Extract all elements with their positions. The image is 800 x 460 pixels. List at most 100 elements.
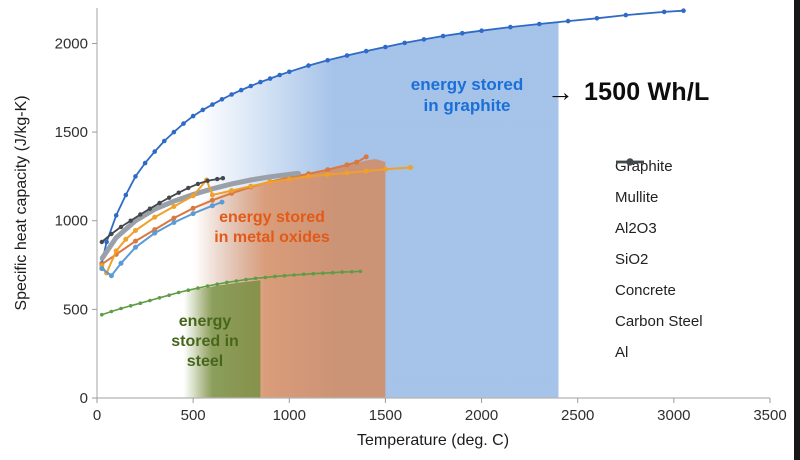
series-marker-concrete: [99, 266, 105, 272]
series-marker-carbon-steel: [282, 273, 287, 278]
legend-item-al2o3[interactable]: Al2O3: [615, 158, 703, 239]
series-marker-concrete: [209, 203, 215, 209]
series-marker-graphite: [537, 21, 542, 27]
series-marker-graphite: [623, 12, 629, 18]
series-marker-graphite: [238, 87, 244, 93]
series-marker-mullite: [344, 162, 350, 168]
series-marker-carbon-steel: [215, 282, 219, 287]
x-tick-label: 1000: [273, 407, 306, 424]
series-line-graphite: [100, 9, 684, 264]
series-marker-graphite: [162, 138, 167, 144]
series-marker-mullite: [209, 197, 215, 203]
series-marker-carbon-steel: [100, 312, 104, 317]
series-marker-sio2: [325, 172, 331, 178]
legend-label: Carbon Steel: [615, 312, 703, 330]
series-marker-graphite: [248, 83, 254, 89]
series-marker-carbon-steel: [109, 309, 114, 314]
series-marker-carbon-steel: [148, 298, 152, 303]
series-marker-carbon-steel: [157, 296, 162, 300]
series-marker-carbon-steel: [301, 272, 306, 277]
x-tick-label: 0: [93, 407, 101, 424]
series-marker-graphite: [267, 76, 273, 81]
series-line-al2o3: [99, 170, 300, 261]
series-marker-graphite: [421, 37, 427, 42]
legend-item-concrete[interactable]: Concrete: [615, 158, 703, 301]
series-marker-al2o3: [152, 207, 157, 212]
series-marker-carbon-steel: [358, 269, 363, 274]
steel-annotation: energy stored in steel: [171, 313, 239, 370]
energy-density-callout: → 1500 Wh/L: [547, 78, 709, 107]
series-marker-graphite: [200, 107, 206, 113]
series-marker-sio2: [286, 176, 292, 182]
series-marker-graphite: [104, 239, 109, 245]
series-marker-concrete: [108, 273, 114, 279]
y-tick-label: 2000: [55, 35, 88, 52]
series-marker-graphite: [681, 8, 686, 13]
series-marker-carbon-steel: [176, 290, 181, 295]
series-marker-concrete: [219, 199, 225, 205]
legend-item-sio2[interactable]: SiO2: [615, 158, 703, 270]
series-marker-graphite: [181, 121, 186, 126]
right-arrow-icon: →: [547, 77, 574, 107]
x-tick-label: 3000: [657, 407, 690, 424]
series-marker-al2o3: [171, 199, 176, 204]
series-line-mullite: [101, 156, 367, 266]
legend-item-carbon-steel[interactable]: Carbon Steel: [615, 158, 703, 332]
legend-item-al[interactable]: Al: [615, 158, 703, 363]
steel-energy-region: [183, 280, 261, 398]
series-marker-graphite: [306, 63, 311, 68]
y-tick-label: 500: [63, 301, 88, 318]
series-marker-mullite: [325, 167, 331, 173]
series-marker-carbon-steel: [234, 279, 239, 283]
series-marker-graphite: [440, 33, 446, 39]
series-marker-sio2: [363, 168, 369, 174]
y-axis-title: Specific heat capacity (J/kg-K): [13, 95, 30, 311]
series-marker-sio2: [229, 188, 235, 194]
series-marker-carbon-steel: [311, 271, 316, 276]
series-marker-graphite: [152, 149, 157, 154]
series-marker-al2o3: [287, 172, 292, 177]
series-marker-graphite: [210, 102, 215, 107]
series-marker-carbon-steel: [350, 270, 354, 274]
series-marker-al: [157, 200, 162, 206]
series-marker-carbon-steel: [167, 293, 171, 298]
series-marker-al: [109, 231, 114, 237]
series-marker-graphite: [190, 113, 196, 119]
legend-swatch-al: [616, 158, 644, 166]
metal-oxides-annotation: energy stored in metal oxides: [214, 209, 330, 246]
series-marker-concrete: [133, 244, 138, 250]
series-marker-al: [99, 239, 105, 245]
series-marker-al: [186, 185, 191, 191]
series-marker-sio2: [209, 192, 215, 198]
y-tick-label: 1000: [55, 213, 88, 230]
series-marker-sio2: [407, 165, 413, 170]
series-marker-sio2: [344, 170, 350, 176]
series-marker-graphite: [325, 58, 331, 63]
series-marker-al: [220, 176, 226, 181]
series-marker-graphite: [383, 44, 388, 50]
series-marker-graphite: [229, 92, 234, 97]
x-tick-label: 1500: [369, 407, 402, 424]
series-marker-sio2: [248, 183, 254, 189]
series-marker-mullite: [133, 238, 138, 244]
series-marker-carbon-steel: [196, 286, 200, 290]
legend-label: SiO2: [615, 250, 649, 268]
series-marker-al: [147, 206, 153, 211]
series-marker-al: [118, 224, 124, 230]
series-marker-al2o3: [114, 235, 119, 240]
series-marker-sio2: [267, 179, 273, 185]
legend-label: Al2O3: [615, 219, 657, 237]
series-marker-sio2: [306, 173, 311, 179]
series-marker-carbon-steel: [273, 274, 277, 279]
x-tick-label: 2000: [465, 407, 498, 424]
series-marker-mullite: [190, 205, 196, 211]
legend-item-mullite[interactable]: Mullite: [615, 158, 703, 208]
series-marker-graphite: [142, 160, 148, 166]
series-marker-graphite: [594, 15, 600, 21]
series-marker-carbon-steel: [225, 280, 229, 285]
series-marker-sio2: [152, 214, 158, 220]
series-marker-carbon-steel: [263, 275, 268, 280]
series-marker-carbon-steel: [128, 304, 133, 308]
series-marker-graphite: [258, 79, 263, 85]
